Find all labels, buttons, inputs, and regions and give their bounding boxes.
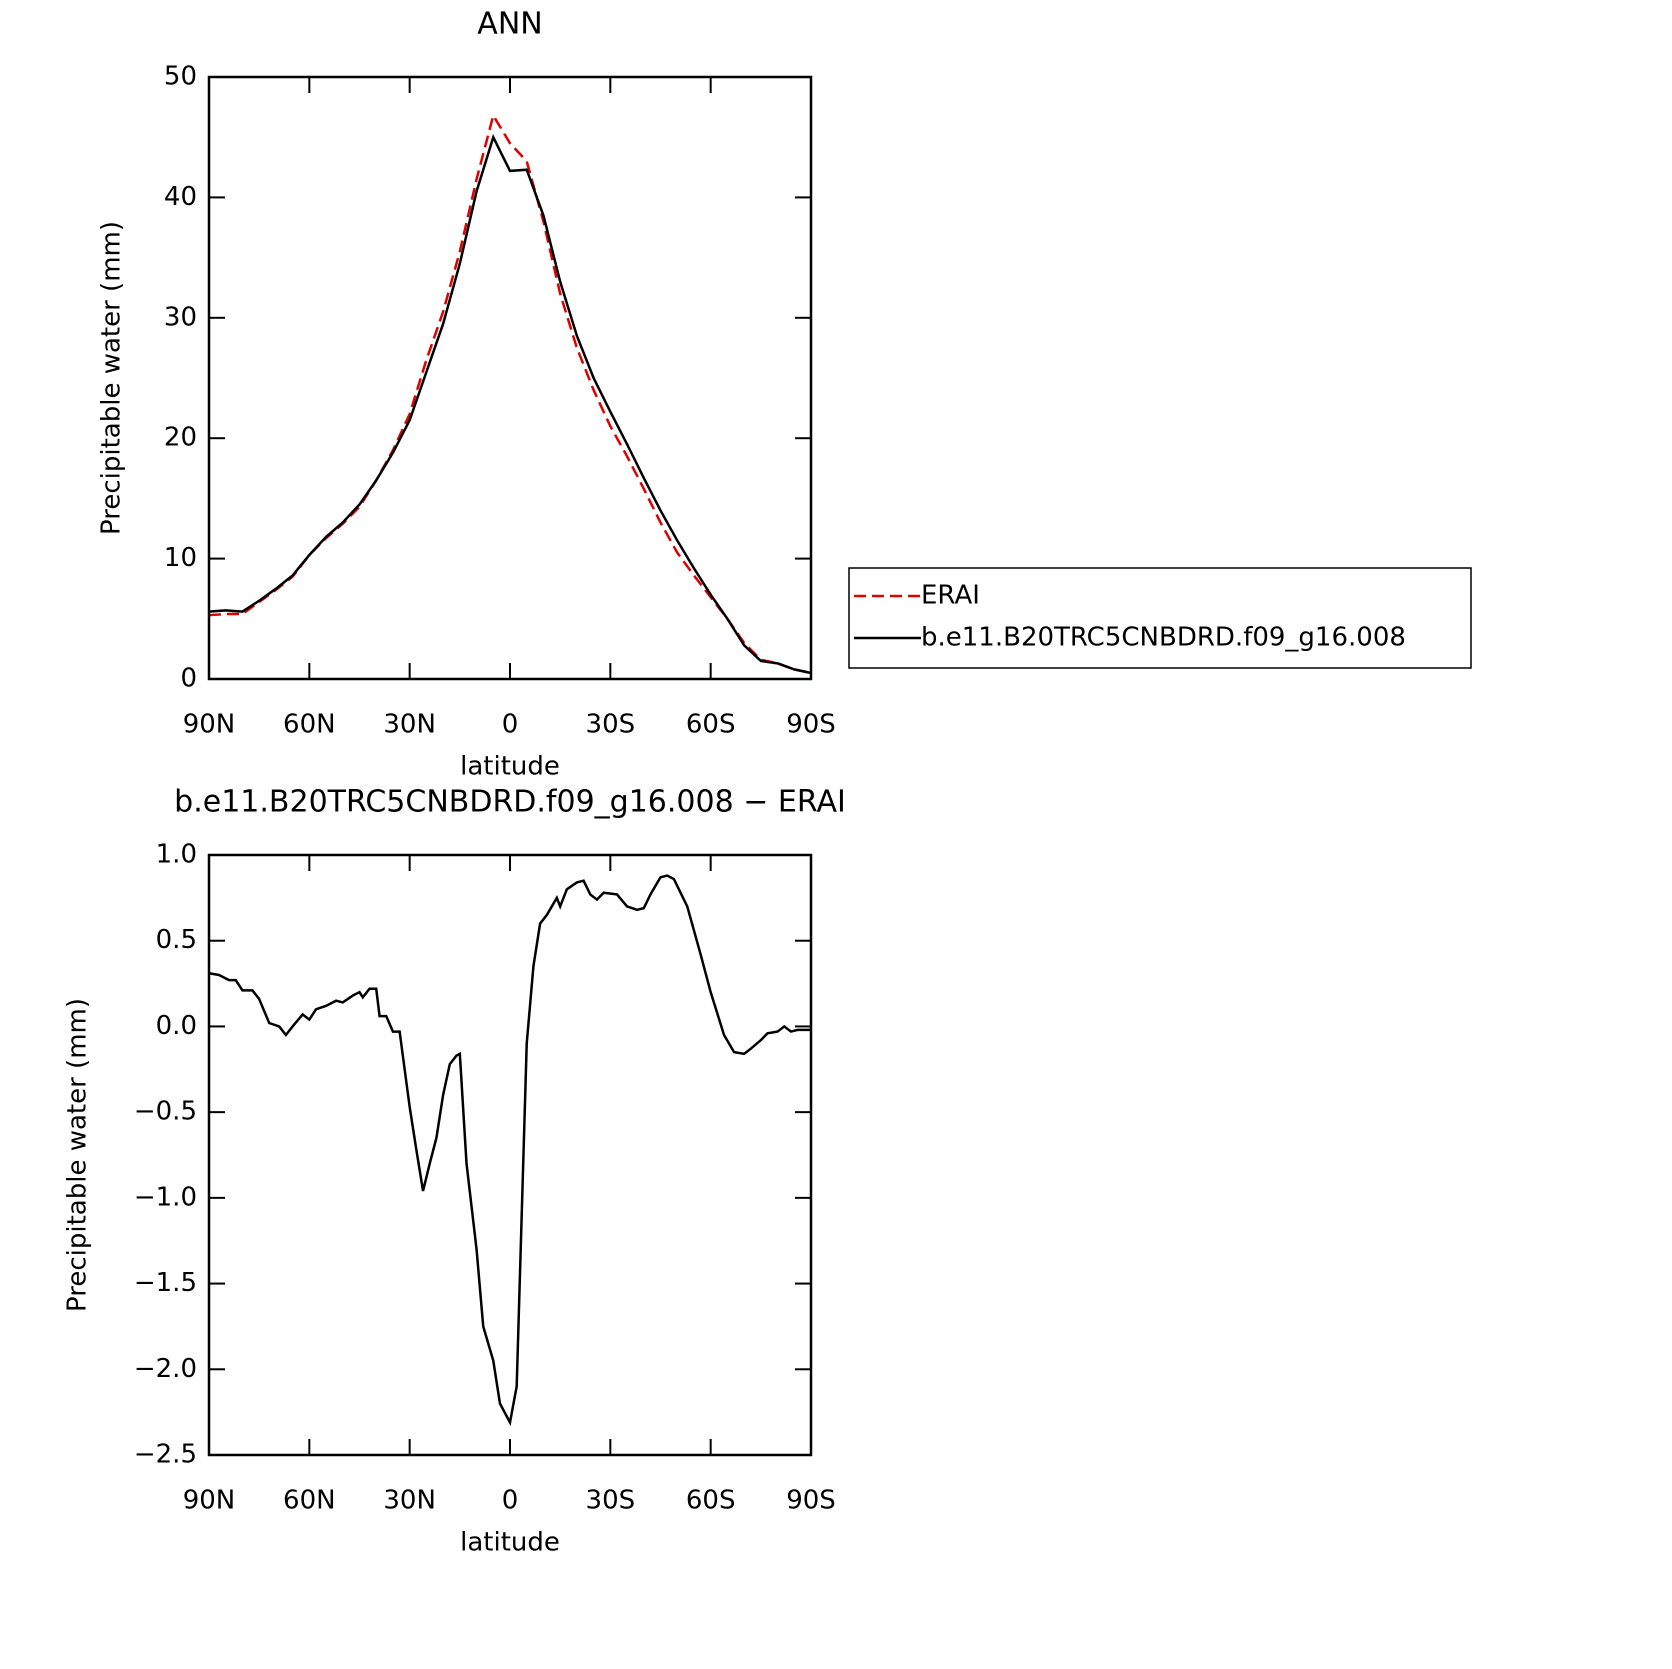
x-tick-label: 90S — [786, 710, 836, 740]
data-line — [208, 874, 811, 1427]
legend-label: b.e11.B20TRC5CNBDRD.f09_g16.008 — [921, 623, 1406, 653]
y-tick-label: 50 — [164, 62, 197, 92]
data-line — [208, 133, 812, 675]
chart-title: b.e11.B20TRC5CNBDRD.f09_g16.008 − ERAI — [174, 785, 846, 820]
x-tick-label: 30S — [586, 710, 636, 740]
x-tick-label: 30N — [383, 710, 436, 740]
y-tick-label: 10 — [164, 543, 197, 573]
y-tick-label: 20 — [164, 423, 197, 453]
x-tick-label: 90N — [183, 1486, 236, 1516]
y-tick-label: −0.5 — [134, 1097, 197, 1127]
y-axis-label: Precipitable water (mm) — [97, 221, 127, 535]
x-tick-label: 0 — [502, 1486, 519, 1516]
x-tick-label: 0 — [502, 710, 519, 740]
chart-title: ANN — [477, 7, 542, 42]
legend-box — [848, 567, 1472, 669]
y-axis-label: Precipitable water (mm) — [63, 998, 93, 1312]
plot-frame — [207, 75, 813, 681]
x-axis-label: latitude — [460, 752, 560, 782]
x-tick-label: 60S — [686, 1486, 736, 1516]
y-tick-label: 40 — [164, 182, 197, 212]
y-tick-label: −2.5 — [134, 1440, 197, 1470]
y-tick-label: 0 — [180, 664, 197, 694]
y-tick-label: −1.0 — [134, 1182, 197, 1212]
x-tick-label: 90S — [786, 1486, 836, 1516]
x-tick-label: 30S — [586, 1486, 636, 1516]
x-tick-label: 30N — [383, 1486, 436, 1516]
y-tick-label: −1.5 — [134, 1268, 197, 1298]
x-tick-label: 60N — [283, 710, 336, 740]
y-tick-label: 1.0 — [156, 840, 197, 870]
y-tick-label: 0.5 — [156, 925, 197, 955]
legend-label: ERAI — [921, 581, 980, 611]
data-line — [208, 112, 812, 675]
y-tick-label: −2.0 — [134, 1354, 197, 1384]
y-tick-label: 0.0 — [156, 1011, 197, 1041]
x-tick-label: 90N — [183, 710, 236, 740]
plot-frame — [207, 853, 813, 1457]
x-axis-label: latitude — [460, 1528, 560, 1558]
x-tick-label: 60N — [283, 1486, 336, 1516]
x-tick-label: 60S — [686, 710, 736, 740]
y-tick-label: 30 — [164, 302, 197, 332]
